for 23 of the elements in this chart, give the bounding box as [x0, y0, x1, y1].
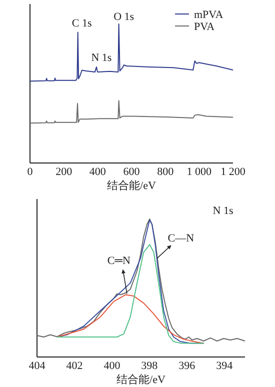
annotation: O 1s [114, 11, 134, 23]
x-tick-label: 400 [89, 166, 106, 178]
x-axis-title: 结合能/eV [116, 373, 166, 386]
x-tick-label: 1 200 [220, 166, 246, 178]
x-tick-label: 398 [141, 360, 158, 372]
annotation: C—N [168, 232, 194, 244]
x-tick-label: 402 [66, 360, 83, 372]
annotation: C═N [107, 254, 131, 267]
x-tick-label: 800 [157, 166, 174, 178]
x-tick-label: 600 [123, 166, 140, 178]
x-tick-label: 404 [28, 360, 46, 372]
x-tick-label: 0 [27, 166, 34, 178]
legend-label: mPVA [194, 9, 224, 21]
x-tick-label: 396 [178, 360, 196, 372]
legend-label: PVA [194, 21, 215, 33]
x-axis-title: 结合能/eV [107, 179, 156, 192]
annotation: C 1s [72, 17, 92, 30]
x-tick-label: 394 [216, 360, 234, 372]
text: N 1s [212, 205, 234, 217]
x-tick-label: 200 [56, 166, 73, 178]
x-tick-label: 1 000 [186, 166, 212, 178]
x-tick-label: 400 [104, 360, 121, 372]
annotation: N 1s [91, 52, 112, 64]
